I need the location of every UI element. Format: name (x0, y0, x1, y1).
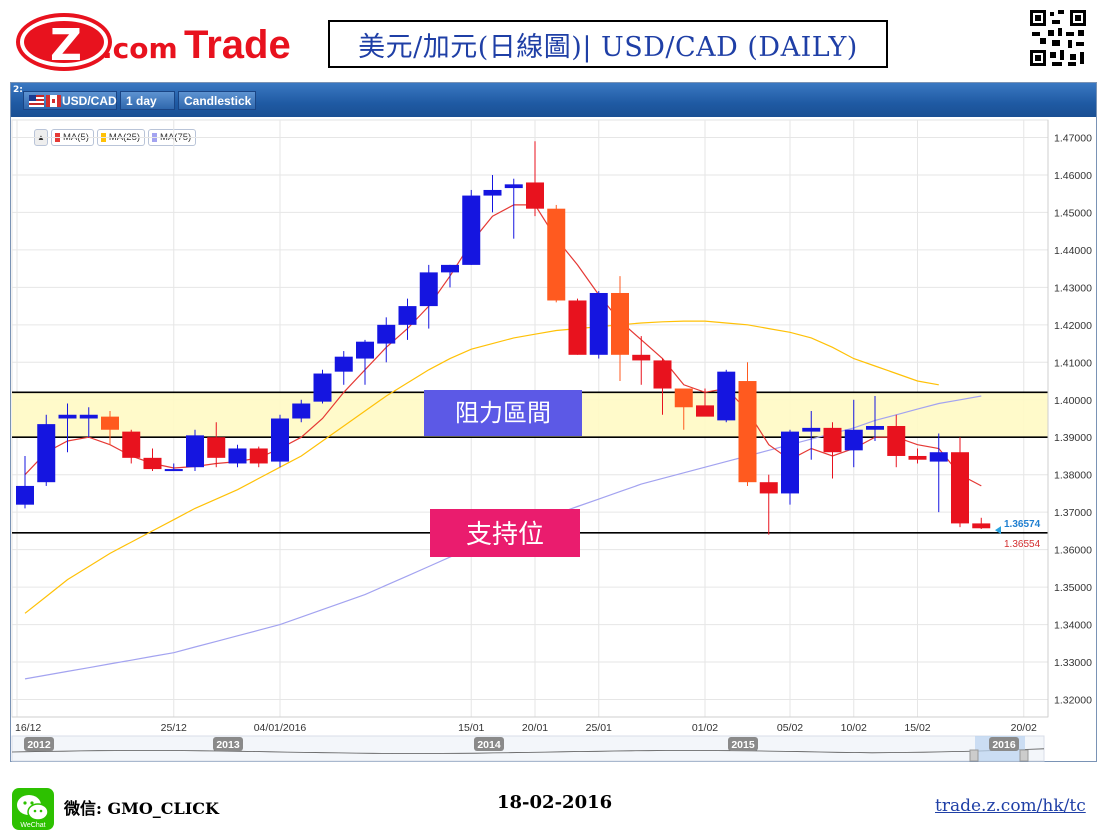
panel-number: 2: (13, 85, 23, 95)
ma5-label: MA(5) (63, 132, 89, 143)
logo-com: .com (102, 32, 178, 65)
wechat-id: 微信: GMO_CLICK (64, 799, 219, 818)
zcom-trade-logo: Z .com Trade (14, 8, 314, 72)
wechat-icon: WeChat (12, 788, 54, 830)
logo-graphic: Z .com Trade (16, 13, 291, 71)
qr-code-icon (1028, 8, 1088, 68)
collapse-legend-button[interactable]: ▲ (34, 129, 48, 146)
wechat-icon-label: WeChat (20, 822, 45, 829)
logo-trade: Trade (184, 23, 291, 67)
us-flag-icon (29, 95, 44, 107)
ma25-label: MA(25) (108, 132, 141, 143)
canada-flag-icon (46, 95, 61, 107)
chart-toolbar: 2: USD/CAD 1 day Candlestick (11, 83, 1096, 117)
ma25-legend-item[interactable]: MA(25) (96, 129, 146, 146)
flag-icons (29, 95, 61, 107)
ma75-label: MA(75) (160, 132, 192, 143)
timeframe-button[interactable]: 1 day (120, 91, 175, 110)
chart-style-button[interactable]: Candlestick (178, 91, 256, 110)
ma5-legend-item[interactable]: MA(5) (51, 129, 94, 146)
chart-panel: 2: USD/CAD 1 day Candlestick ▲ (10, 82, 1097, 762)
website-link[interactable]: trade.z.com/hk/tc (935, 796, 1086, 816)
symbol-label: USD/CAD (62, 94, 117, 108)
ma25-swatch (100, 133, 106, 142)
logo-z: Z (50, 20, 82, 71)
ma75-legend-item[interactable]: MA(75) (148, 129, 197, 146)
ma75-swatch (152, 133, 158, 142)
ma5-swatch (55, 133, 60, 142)
report-date: 18-02-2016 (497, 792, 613, 813)
indicator-legend: ▲ MA(5) MA(25) MA(75) (34, 129, 197, 146)
page-title: 美元/加元(日線圖)| USD/CAD (DAILY) (328, 20, 888, 68)
